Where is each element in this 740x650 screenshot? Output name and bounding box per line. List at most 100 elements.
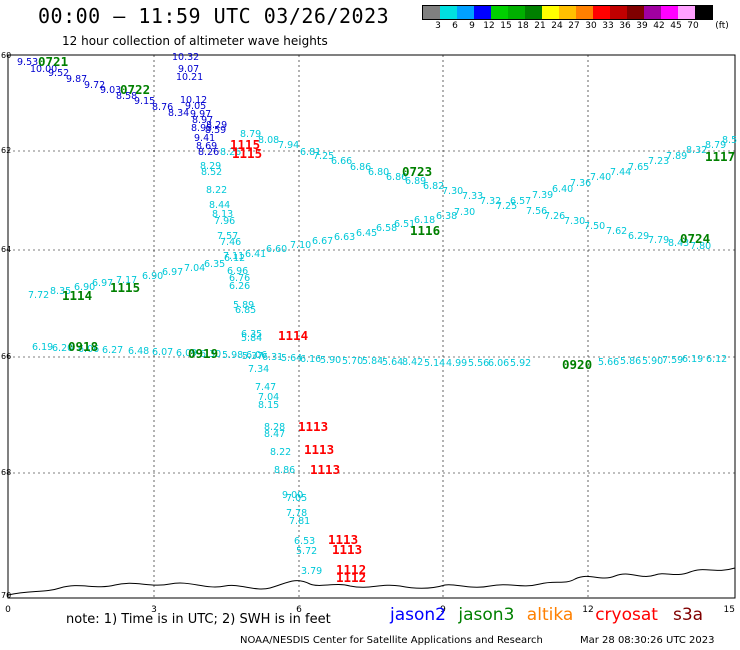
satellite-name-jason3: jason3 [458,605,515,625]
wave-height-value: 5.90 [642,356,663,367]
wave-height-value: 9.07 [178,64,199,75]
page-subtitle: 12 hour collection of altimeter wave hei… [62,34,328,48]
time-labels: 0721 0722 0723 0724 1117 1116 1114 1115 0918 0919… [38,54,735,585]
wave-height-value: 9.52 [48,68,69,79]
wave-height-value: 9.97 [190,109,211,120]
wave-height-value: 7.56 [526,206,547,217]
wave-height-value: 8.76 [152,102,173,113]
wave-height-value: 6.86 [386,172,407,183]
wave-height-value: 7.17 [116,275,137,286]
legend-swatch [593,6,610,19]
wave-height-value: 6.67 [312,236,333,247]
wave-height-value: 8.35 [50,286,71,297]
footnote: note: 1) Time is in UTC; 2) SWH is in fe… [66,612,331,627]
wave-height-value: 9.72 [84,80,105,91]
y-axis-label: 66 [1,352,11,361]
legend-swatch [559,6,576,19]
wave-height-value: 6.12 [224,253,245,264]
wave-height-value: 5.89 [233,300,254,311]
wave-height-value: 8.28 [264,422,285,433]
x-axis-label: 3 [151,605,157,615]
wave-height-value: 6.66 [331,156,352,167]
wave-height-value: 8.97 [192,115,213,126]
legend-tick-label: 9 [469,21,475,31]
wave-height-value: 8.79 [705,140,726,151]
wave-height-value: 6.35 [204,259,225,270]
wave-height-value: 7.78 [286,508,307,519]
wave-height-value: 5.66 [598,357,619,368]
wave-height-value: 6.26 [229,281,250,292]
y-axis-label: 64 [1,245,11,254]
wave-height-value: 6.48 [128,346,149,357]
legend-tick-label: 18 [517,21,529,31]
wave-height-value: 7.44 [610,167,631,178]
wave-height-value: 8.32 [686,145,707,156]
time-stamp-label: 1115 [232,146,262,161]
legend-tick-label: 42 [653,21,665,31]
color-legend: 3 6 9 12 15 18 21 24 27 30 33 36 39 42 45 70 (ft) [422,5,729,34]
wave-height-value: 6.19 [32,342,53,353]
wave-height-value: 7.57 [217,231,238,242]
satellite-name-altika: altika [526,605,574,625]
wave-height-value: 6.53 [294,536,315,547]
credit-text: NOAA/NESDIS Center for Satellite Applica… [240,635,543,646]
legend-tick-label: 12 [483,21,495,31]
time-stamp-label: 0721 [38,54,68,69]
satellite-name-s3a: s3a [673,605,704,625]
time-stamp-label: 1112 [336,570,366,585]
wave-height-value: 6.82 [423,181,444,192]
wave-height-value: 7.30 [564,216,585,227]
wave-height-value: 6.85 [235,305,256,316]
wave-height-value: 6.97 [92,278,113,289]
wave-height-value: 8.52 [201,167,222,178]
wave-height-value: 9.41 [194,133,215,144]
wave-height-value: 8.43 [668,238,689,249]
wave-height-value: 7.96 [214,216,235,227]
legend-swatch [508,6,525,19]
wave-height-value: 6.80 [368,167,389,178]
wave-height-value: 5.86 [620,356,641,367]
legend-tick-label: 70 [687,21,699,31]
y-axis-label: 62 [1,146,11,155]
wave-height-value: 5.70 [342,356,363,367]
wave-height-value: 6.45 [356,228,377,239]
wave-height-value: 6.07 [152,347,173,358]
legend-swatch [491,6,508,19]
wave-height-value: 8.26 [198,147,219,158]
wave-height-value: 9.05 [185,101,206,112]
legend-tick-label: 30 [585,21,597,31]
wave-height-value: 8.29 [206,120,227,131]
wave-height-value: 6.19 [682,354,703,365]
wave-height-value: 6.76 [229,273,250,284]
satellite-name-jason2: jason2 [390,605,446,625]
wave-height-value: 8.58 [116,91,137,102]
legend-swatch [525,6,542,19]
wave-height-value: 8.08 [258,135,279,146]
legend-swatch [542,6,559,19]
time-stamp-label: 0722 [120,82,150,97]
legend-swatch [576,6,593,19]
satellite-name-cryosat: cryosat [595,605,658,625]
wave-height-value: 6.20 [52,343,73,354]
wave-height-value: 7.62 [606,226,627,237]
wave-height-value: 8.69 [196,141,217,152]
wave-height-value: 6.63 [334,232,355,243]
time-stamp-label: 1113 [328,532,358,547]
wave-height-value: 5.90 [320,355,341,366]
time-stamp-label: 0724 [680,231,710,246]
wave-height-value: 7.47 [255,382,276,393]
wave-height-value: 8.47 [264,429,285,440]
axis-labels: 60 62 64 66 68 70 0 3 6 9 12 15 [1,51,735,615]
wave-height-value: 8.34 [168,108,189,119]
wave-height-value: 6.57 [510,196,531,207]
wave-height-value: 6.97 [162,267,183,278]
wave-height-value: 6.06 [78,344,99,355]
wave-height-value: 7.81 [289,516,310,527]
time-stamp-label: 1112 [336,562,366,577]
legend-tick-label: 27 [568,21,580,31]
wave-height-value: 8.26 [220,147,241,158]
wave-height-value: 7.26 [544,211,565,222]
y-axis-label: 68 [1,468,11,477]
time-stamp-label: 1115 [110,280,140,295]
wave-height-value: 6.29 [628,231,649,242]
